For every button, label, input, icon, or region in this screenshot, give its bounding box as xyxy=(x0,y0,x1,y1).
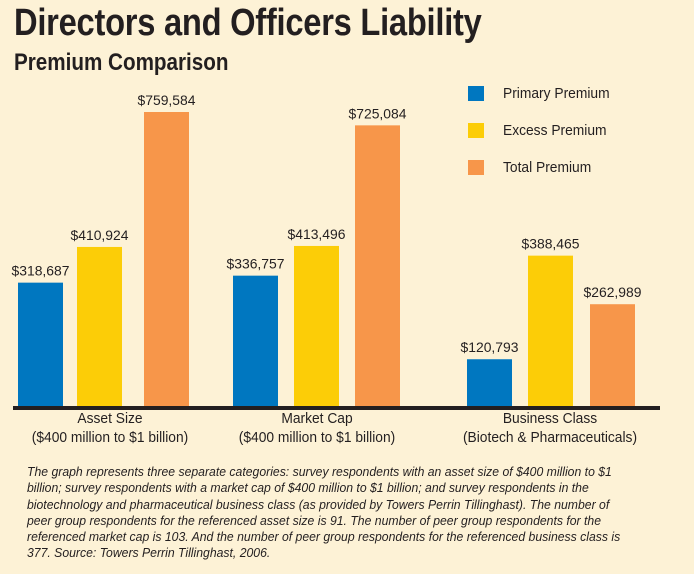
legend-label-total: Total Premium xyxy=(503,158,592,176)
bar-excess-market-cap xyxy=(294,245,339,406)
chart-subtitle: Premium Comparison xyxy=(14,49,229,76)
category-label-line1: Market Cap xyxy=(281,410,353,427)
bar-excess-asset-size xyxy=(77,246,122,406)
data-label-primary-business-class: $120,793 xyxy=(461,339,519,355)
bar-excess-business-class xyxy=(528,255,573,406)
bar-primary-business-class xyxy=(467,359,512,406)
data-label-primary-market-cap: $336,757 xyxy=(227,256,285,272)
data-label-total-asset-size: $759,584 xyxy=(138,92,196,108)
chart-title: Directors and Officers Liability xyxy=(14,2,482,44)
legend-label-primary: Primary Premium xyxy=(503,84,610,102)
bar-primary-market-cap xyxy=(233,275,278,406)
category-label-line1: Asset Size xyxy=(77,410,143,427)
data-label-total-market-cap: $725,084 xyxy=(349,105,407,121)
legend-label-excess: Excess Premium xyxy=(503,121,607,139)
legend-item-total: Total Premium xyxy=(468,157,591,177)
category-label-market-cap: Market Cap ($400 million to $1 billion) xyxy=(216,409,418,447)
bar-primary-asset-size xyxy=(18,282,63,406)
data-label-total-business-class: $262,989 xyxy=(584,284,642,300)
category-label-line2: (Biotech & Pharmaceuticals) xyxy=(462,429,638,446)
bar-total-market-cap xyxy=(355,125,400,406)
legend-swatch-total xyxy=(468,159,484,175)
category-label-asset-size: Asset Size ($400 million to $1 billion) xyxy=(9,409,211,447)
x-axis-line xyxy=(13,406,660,410)
data-label-excess-business-class: $388,465 xyxy=(522,236,580,252)
category-label-line1: Business Class xyxy=(502,410,598,427)
bar-total-asset-size xyxy=(144,112,189,406)
data-label-primary-asset-size: $318,687 xyxy=(12,263,70,279)
legend-swatch-primary xyxy=(468,85,484,101)
data-label-excess-asset-size: $410,924 xyxy=(71,227,129,243)
category-label-line2: ($400 million to $1 billion) xyxy=(31,429,189,446)
category-label-business-class: Business Class (Biotech & Pharmaceutical… xyxy=(449,409,651,447)
footnote: The graph represents three separate cate… xyxy=(27,464,621,561)
data-label-excess-market-cap: $413,496 xyxy=(288,226,346,242)
legend-swatch-excess xyxy=(468,122,484,138)
legend-item-primary: Primary Premium xyxy=(468,83,610,103)
legend-item-excess: Excess Premium xyxy=(468,120,607,140)
category-label-line2: ($400 million to $1 billion) xyxy=(238,429,396,446)
bar-total-business-class xyxy=(590,304,635,406)
